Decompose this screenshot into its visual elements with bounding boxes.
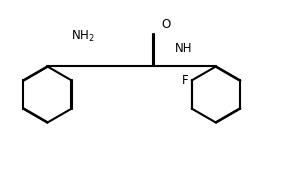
Text: O: O [161,18,170,31]
Text: NH: NH [175,41,193,55]
Text: NH$_2$: NH$_2$ [71,29,95,44]
Text: F: F [182,74,189,87]
